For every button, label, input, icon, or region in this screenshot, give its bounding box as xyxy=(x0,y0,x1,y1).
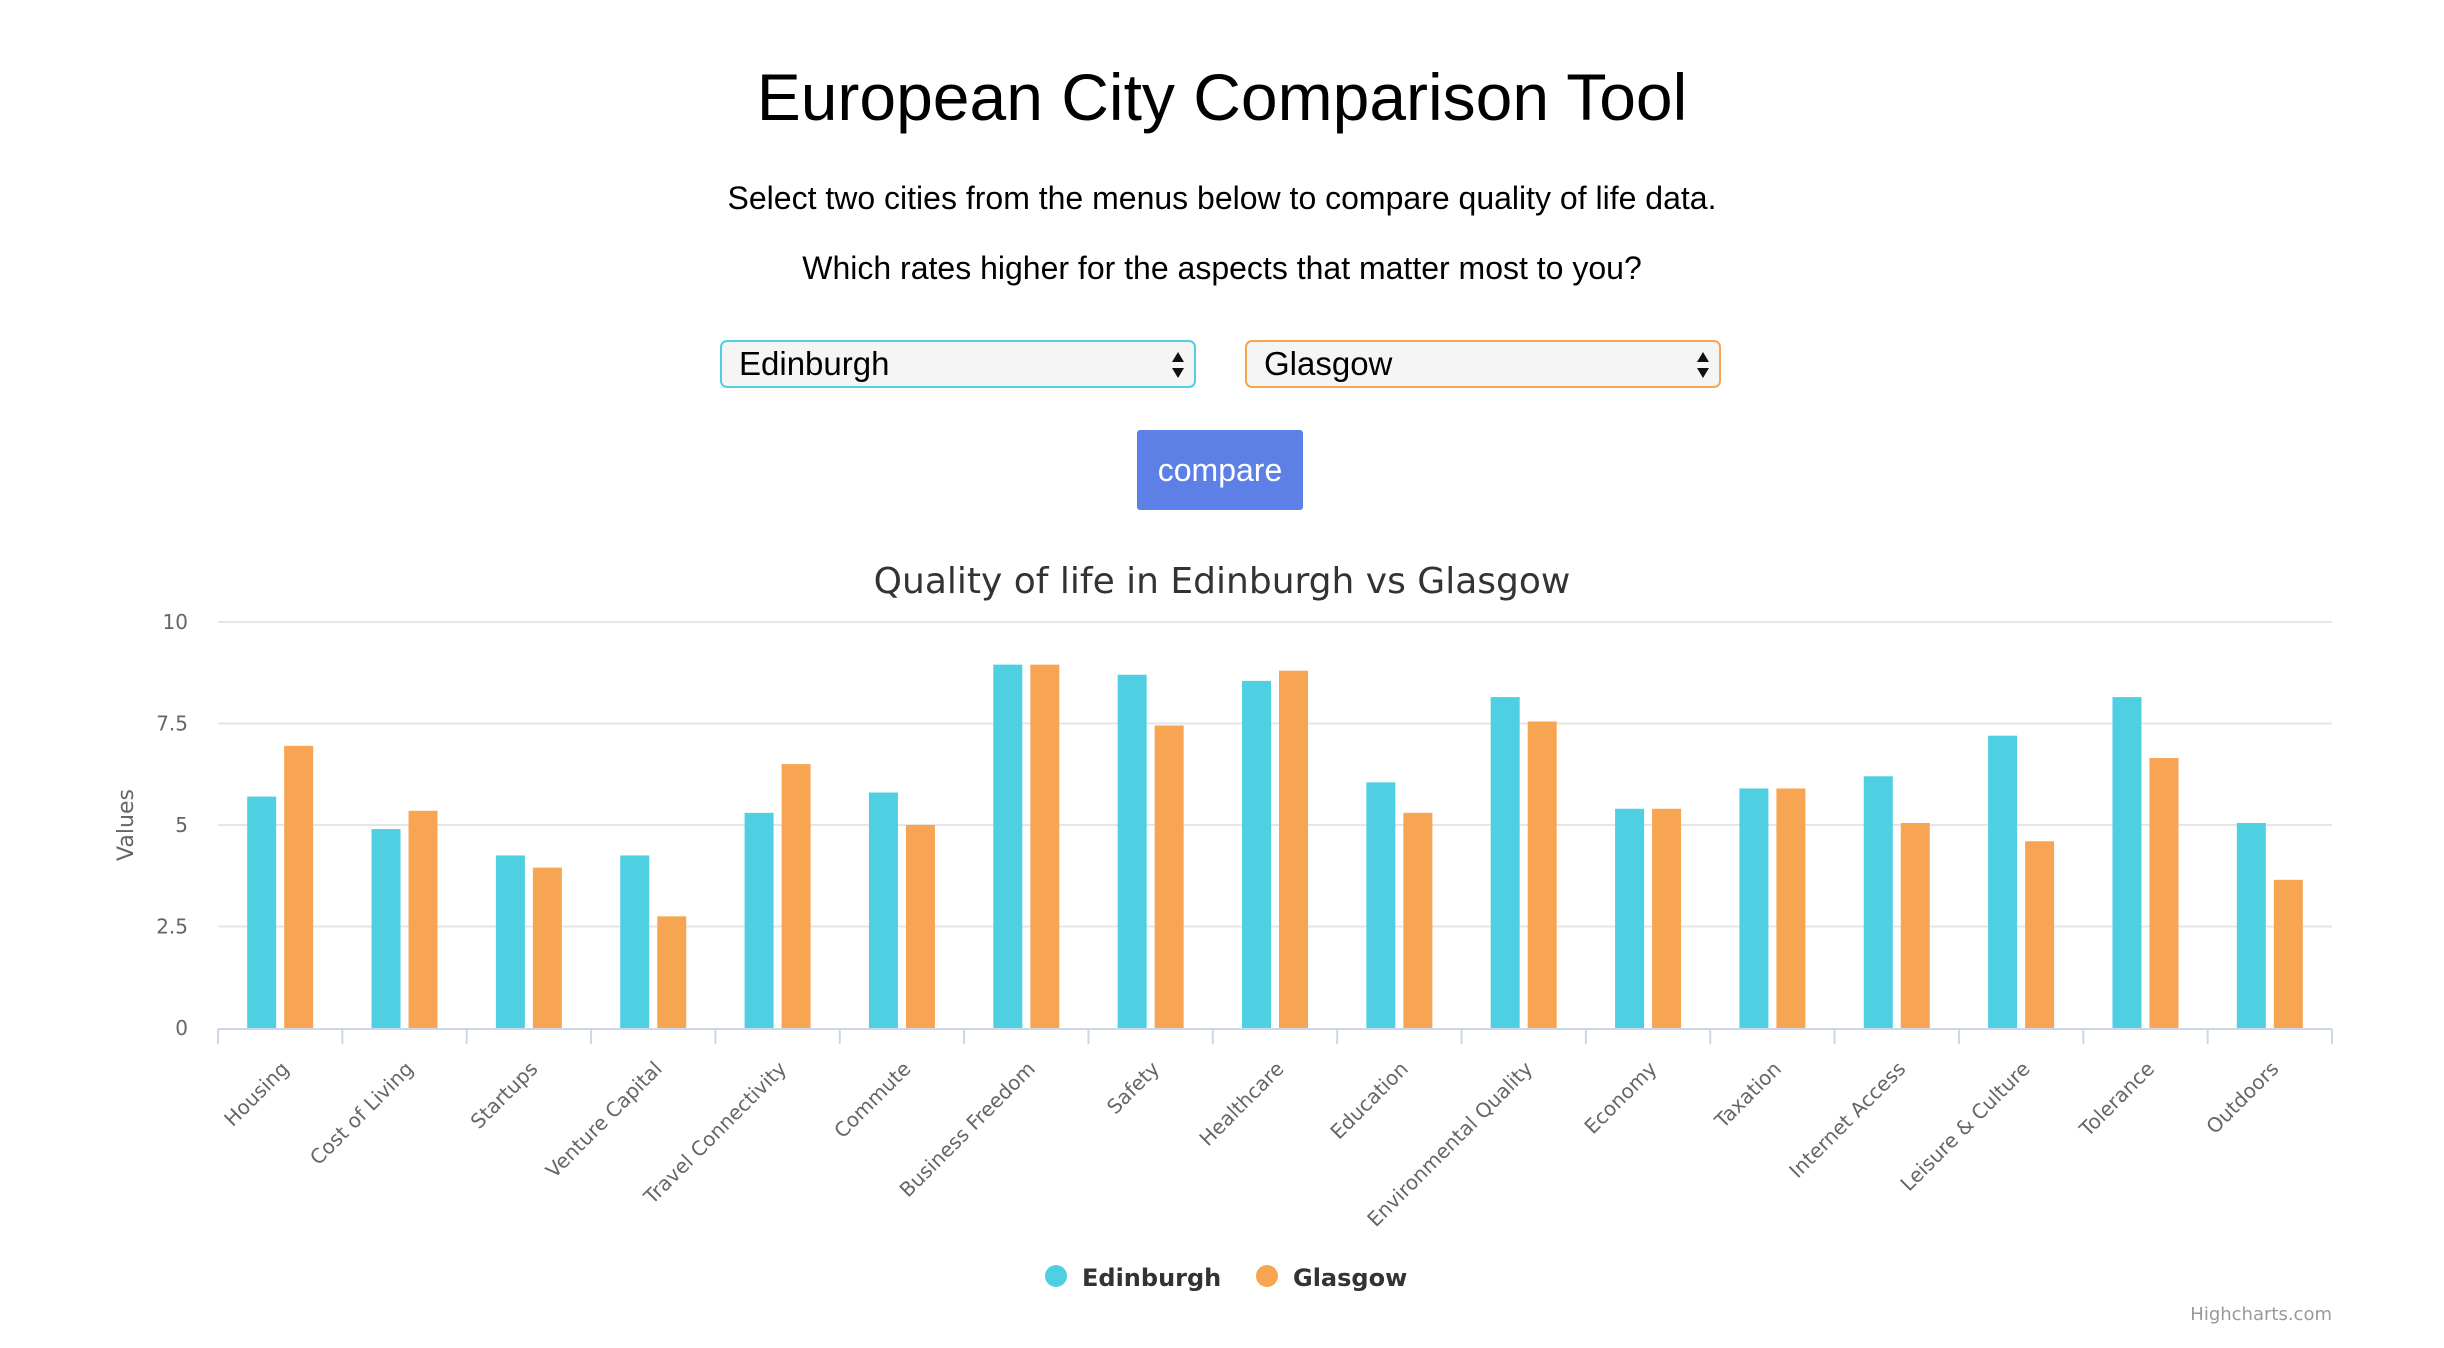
bar-glasgow xyxy=(1652,808,1682,1028)
bar-edinburgh xyxy=(1863,776,1893,1028)
y-tick-label: 2.5 xyxy=(156,915,188,939)
x-category-label: Business Freedom xyxy=(895,1057,1040,1202)
highcharts-credit[interactable]: Highcharts.com xyxy=(2190,1304,2332,1325)
x-category-label: Internet Access xyxy=(1784,1057,1910,1183)
bar-edinburgh xyxy=(1739,788,1769,1028)
bar-edinburgh xyxy=(1490,697,1520,1028)
bar-edinburgh xyxy=(1615,808,1645,1028)
y-tick-label: 7.5 xyxy=(156,712,188,736)
bar-edinburgh xyxy=(620,855,650,1028)
intro-question: Which rates higher for the aspects that … xyxy=(802,250,1642,286)
x-category-label: Travel Connectivity xyxy=(638,1056,791,1209)
x-category-label: Venture Capital xyxy=(541,1057,667,1183)
bar-edinburgh xyxy=(993,664,1023,1028)
city-select-second[interactable]: Glasgow xyxy=(1245,340,1721,388)
city-select-first[interactable]: Edinburgh xyxy=(720,340,1196,388)
bar-glasgow xyxy=(532,867,562,1028)
bar-glasgow xyxy=(1279,670,1308,1028)
bar-edinburgh xyxy=(1242,680,1271,1028)
x-category-label: Housing xyxy=(219,1057,293,1131)
legend-label-edinburgh: Edinburgh xyxy=(1082,1264,1221,1292)
bar-edinburgh xyxy=(1117,674,1147,1028)
bar-glasgow xyxy=(1154,725,1184,1028)
legend-label-glasgow: Glasgow xyxy=(1293,1264,1407,1292)
bar-edinburgh xyxy=(1988,735,2018,1028)
x-category-label: Startups xyxy=(466,1057,543,1134)
bar-glasgow xyxy=(284,745,314,1028)
bar-glasgow xyxy=(2273,879,2303,1028)
select-arrows-icon xyxy=(1697,352,1709,378)
bar-glasgow xyxy=(1030,664,1060,1028)
bar-edinburgh xyxy=(2112,697,2142,1028)
city-select-first-value: Edinburgh xyxy=(739,345,890,382)
bar-edinburgh xyxy=(371,829,401,1028)
bar-glasgow xyxy=(1403,812,1433,1028)
bar-edinburgh xyxy=(495,855,525,1028)
bar-glasgow xyxy=(1900,822,1930,1028)
bar-edinburgh xyxy=(868,792,898,1028)
compare-button[interactable]: compare xyxy=(1137,430,1303,510)
bar-glasgow xyxy=(1527,721,1557,1028)
x-category-label: Leisure & Culture xyxy=(1895,1057,2034,1196)
x-category-label: Safety xyxy=(1102,1056,1164,1118)
x-category-label: Commute xyxy=(829,1057,915,1143)
bar-glasgow xyxy=(657,916,687,1028)
chart-title: Quality of life in Edinburgh vs Glasgow xyxy=(874,561,1571,602)
bar-glasgow xyxy=(905,825,935,1028)
bar-glasgow xyxy=(2025,841,2055,1028)
bar-edinburgh xyxy=(247,796,277,1028)
select-arrows-icon xyxy=(1172,352,1184,378)
intro-text: Select two cities from the menus below t… xyxy=(727,180,1717,216)
bar-glasgow xyxy=(408,810,438,1028)
page-title: European City Comparison Tool xyxy=(756,60,1688,134)
bar-glasgow xyxy=(1776,788,1806,1028)
bar-edinburgh xyxy=(2236,822,2266,1028)
x-category-label: Tolerance xyxy=(2074,1057,2159,1142)
bar-glasgow xyxy=(2149,758,2179,1028)
bar-glasgow xyxy=(781,764,811,1028)
x-category-label: Healthcare xyxy=(1194,1057,1288,1151)
x-category-label: Taxation xyxy=(1709,1057,1786,1134)
y-axis-title: Values xyxy=(114,789,139,861)
legend-marker-edinburgh xyxy=(1045,1265,1067,1287)
bar-edinburgh xyxy=(1366,782,1396,1028)
bar-edinburgh xyxy=(744,812,774,1028)
y-tick-label: 10 xyxy=(163,610,188,634)
x-category-label: Outdoors xyxy=(2201,1057,2283,1139)
legend-marker-glasgow xyxy=(1256,1265,1278,1287)
x-category-label: Education xyxy=(1326,1057,1413,1144)
quality-of-life-chart: Quality of life in Edinburgh vs Glasgow 0… xyxy=(114,561,2333,1292)
y-tick-label: 5 xyxy=(175,813,188,837)
x-category-label: Cost of Living xyxy=(305,1057,418,1170)
city-select-second-value: Glasgow xyxy=(1264,345,1393,382)
y-tick-label: 0 xyxy=(175,1016,188,1040)
x-category-label: Economy xyxy=(1579,1056,1661,1138)
